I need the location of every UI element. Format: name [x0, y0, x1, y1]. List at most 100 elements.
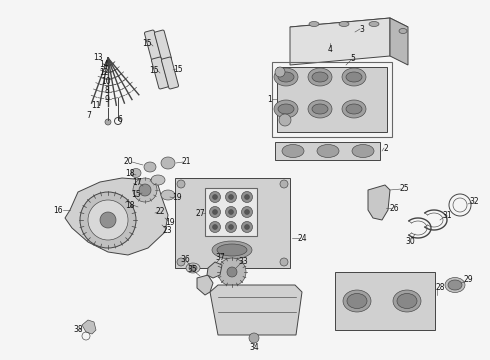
Bar	[275, 142, 380, 160]
Circle shape	[88, 200, 128, 240]
Circle shape	[100, 212, 116, 228]
Ellipse shape	[278, 72, 294, 82]
Polygon shape	[290, 18, 390, 65]
Circle shape	[225, 192, 237, 202]
Polygon shape	[82, 320, 96, 334]
Text: 35: 35	[187, 266, 197, 274]
Ellipse shape	[339, 22, 349, 27]
Text: 16: 16	[53, 206, 63, 215]
Ellipse shape	[144, 162, 156, 172]
Text: 25: 25	[399, 184, 409, 193]
Text: 12: 12	[99, 68, 109, 77]
Polygon shape	[65, 178, 168, 255]
Ellipse shape	[131, 168, 141, 177]
Ellipse shape	[274, 68, 298, 86]
Text: 34: 34	[249, 343, 259, 352]
Ellipse shape	[347, 293, 367, 309]
Circle shape	[177, 180, 185, 188]
Circle shape	[210, 192, 220, 202]
Ellipse shape	[282, 144, 304, 158]
Ellipse shape	[397, 293, 417, 309]
Polygon shape	[207, 262, 222, 278]
Text: 2: 2	[384, 144, 389, 153]
Circle shape	[80, 192, 136, 248]
Circle shape	[227, 267, 237, 277]
Ellipse shape	[151, 175, 165, 185]
Text: 5: 5	[350, 54, 355, 63]
Text: 8: 8	[105, 86, 109, 95]
Bar	[277, 67, 387, 132]
Ellipse shape	[186, 263, 200, 273]
Ellipse shape	[346, 104, 362, 114]
Circle shape	[105, 119, 111, 125]
Ellipse shape	[189, 265, 197, 271]
Text: 4: 4	[327, 45, 332, 54]
Text: 32: 32	[469, 197, 479, 206]
Ellipse shape	[212, 191, 252, 209]
Text: 30: 30	[405, 237, 415, 246]
Circle shape	[225, 207, 237, 217]
Ellipse shape	[161, 190, 175, 200]
FancyBboxPatch shape	[151, 57, 169, 89]
Ellipse shape	[342, 68, 366, 86]
Text: 28: 28	[435, 284, 445, 292]
Circle shape	[139, 184, 151, 196]
Circle shape	[242, 221, 252, 233]
Ellipse shape	[278, 104, 294, 114]
Ellipse shape	[346, 72, 362, 82]
Circle shape	[213, 210, 218, 215]
Text: 14: 14	[99, 59, 109, 68]
Text: 6: 6	[118, 114, 122, 123]
Text: 27: 27	[195, 208, 205, 217]
Text: 15: 15	[131, 189, 141, 198]
Ellipse shape	[217, 244, 247, 256]
Circle shape	[210, 221, 220, 233]
Text: 15: 15	[149, 66, 159, 75]
Ellipse shape	[399, 28, 407, 33]
Text: 19: 19	[165, 217, 175, 226]
Ellipse shape	[161, 157, 175, 169]
Bar	[335, 272, 435, 330]
FancyBboxPatch shape	[154, 30, 171, 62]
Circle shape	[275, 67, 285, 77]
Ellipse shape	[445, 278, 465, 292]
Text: 22: 22	[155, 207, 165, 216]
Ellipse shape	[312, 104, 328, 114]
Ellipse shape	[352, 144, 374, 158]
Text: 1: 1	[268, 95, 272, 104]
Text: 29: 29	[463, 275, 473, 284]
Circle shape	[249, 333, 259, 343]
Text: 26: 26	[389, 203, 399, 212]
Ellipse shape	[317, 144, 339, 158]
Text: 19: 19	[172, 193, 182, 202]
Text: 18: 18	[125, 201, 135, 210]
Circle shape	[242, 192, 252, 202]
Text: 33: 33	[238, 257, 248, 266]
Ellipse shape	[309, 22, 319, 27]
Circle shape	[213, 225, 218, 230]
Bar	[175, 178, 290, 268]
Ellipse shape	[369, 22, 379, 27]
Text: 9: 9	[104, 95, 109, 104]
Ellipse shape	[448, 280, 462, 290]
Circle shape	[225, 221, 237, 233]
Circle shape	[242, 207, 252, 217]
Circle shape	[210, 207, 220, 217]
Circle shape	[228, 194, 234, 199]
Ellipse shape	[342, 100, 366, 118]
Polygon shape	[197, 275, 213, 295]
Text: 36: 36	[180, 256, 190, 265]
Circle shape	[213, 194, 218, 199]
Ellipse shape	[274, 100, 298, 118]
Polygon shape	[290, 18, 408, 36]
Circle shape	[280, 180, 288, 188]
Circle shape	[133, 178, 157, 202]
Polygon shape	[210, 285, 302, 335]
Ellipse shape	[308, 100, 332, 118]
Text: 31: 31	[442, 211, 452, 220]
Text: 15: 15	[142, 39, 152, 48]
Circle shape	[228, 225, 234, 230]
Polygon shape	[390, 18, 408, 65]
Circle shape	[279, 114, 291, 126]
Text: 17: 17	[132, 177, 142, 186]
